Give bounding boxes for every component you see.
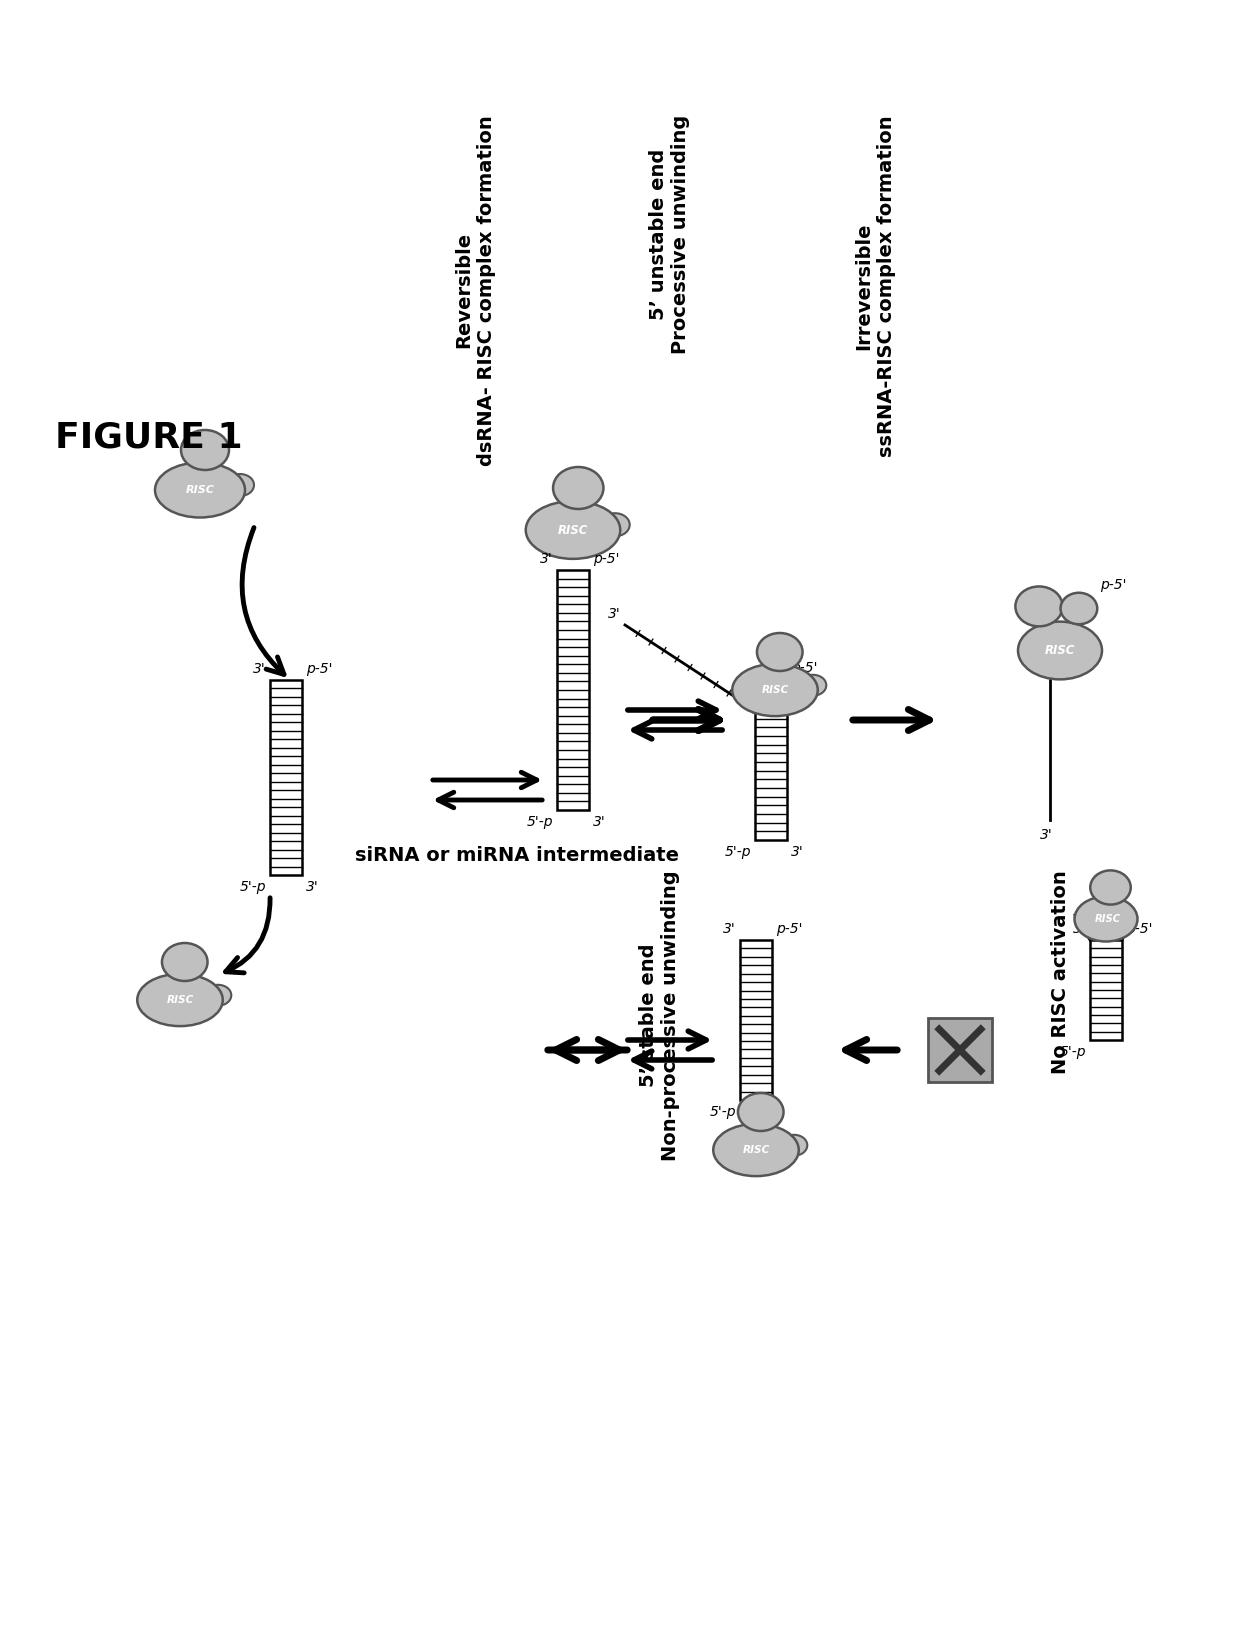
Ellipse shape xyxy=(800,675,826,696)
Bar xyxy=(928,1019,992,1082)
Ellipse shape xyxy=(600,513,630,537)
Ellipse shape xyxy=(526,501,620,560)
Text: 3': 3' xyxy=(253,662,267,675)
Text: p-5': p-5' xyxy=(1100,578,1126,592)
Ellipse shape xyxy=(713,1124,799,1176)
Text: 3': 3' xyxy=(609,607,621,622)
Text: 3': 3' xyxy=(791,844,804,859)
Text: 3': 3' xyxy=(723,923,737,936)
Ellipse shape xyxy=(205,984,232,1005)
Ellipse shape xyxy=(733,664,817,716)
Text: 5’ stable end
Non-processive unwinding: 5’ stable end Non-processive unwinding xyxy=(640,870,681,1160)
Text: RISC: RISC xyxy=(1045,644,1075,657)
Ellipse shape xyxy=(138,975,223,1027)
Text: FIGURE 1: FIGURE 1 xyxy=(55,420,243,454)
Text: 5'-p: 5'-p xyxy=(527,815,553,830)
Text: 5'-p: 5'-p xyxy=(724,844,751,859)
Text: p-5': p-5' xyxy=(776,923,802,936)
Ellipse shape xyxy=(1060,592,1097,625)
Bar xyxy=(755,709,787,840)
Ellipse shape xyxy=(162,944,207,981)
Text: p-5': p-5' xyxy=(1126,923,1152,936)
Text: 5’ unstable end
Processive unwinding: 5’ unstable end Processive unwinding xyxy=(650,116,691,355)
Bar xyxy=(557,569,589,810)
Text: 3': 3' xyxy=(1074,923,1086,936)
Text: 5'-p: 5'-p xyxy=(1059,1045,1086,1059)
Text: RISC: RISC xyxy=(166,996,193,1005)
Ellipse shape xyxy=(1016,586,1063,626)
Text: p-5': p-5' xyxy=(306,662,332,675)
Text: RISC: RISC xyxy=(761,685,789,695)
Text: 3': 3' xyxy=(593,815,606,830)
Text: 5'-p: 5'-p xyxy=(239,880,267,893)
Ellipse shape xyxy=(181,430,229,470)
Text: RISC: RISC xyxy=(743,1145,770,1155)
Text: RISC: RISC xyxy=(1095,914,1121,924)
Text: p-5': p-5' xyxy=(593,552,620,566)
Text: 3': 3' xyxy=(306,880,319,893)
Text: RISC: RISC xyxy=(558,524,588,537)
Text: 5'-p: 5'-p xyxy=(709,1105,737,1119)
Ellipse shape xyxy=(155,462,246,517)
Text: p-5': p-5' xyxy=(791,661,817,675)
Text: 3': 3' xyxy=(1039,828,1053,843)
Ellipse shape xyxy=(1075,896,1137,942)
Bar xyxy=(270,680,303,875)
Ellipse shape xyxy=(781,1134,807,1155)
Text: Irreversible
ssRNA-RISC complex formation: Irreversible ssRNA-RISC complex formatio… xyxy=(854,116,895,457)
Ellipse shape xyxy=(738,1093,784,1131)
Text: RISC: RISC xyxy=(186,485,215,495)
Bar xyxy=(740,940,773,1100)
Text: No RISC activation: No RISC activation xyxy=(1050,870,1069,1074)
Ellipse shape xyxy=(1090,870,1131,905)
Text: 3': 3' xyxy=(541,552,553,566)
Ellipse shape xyxy=(1018,622,1102,680)
Bar xyxy=(1090,940,1122,1040)
Text: Reversible
dsRNA- RISC complex formation: Reversible dsRNA- RISC complex formation xyxy=(455,116,496,465)
Ellipse shape xyxy=(553,467,604,509)
Ellipse shape xyxy=(756,633,802,670)
Text: siRNA or miRNA intermediate: siRNA or miRNA intermediate xyxy=(355,846,680,864)
Ellipse shape xyxy=(226,473,254,496)
